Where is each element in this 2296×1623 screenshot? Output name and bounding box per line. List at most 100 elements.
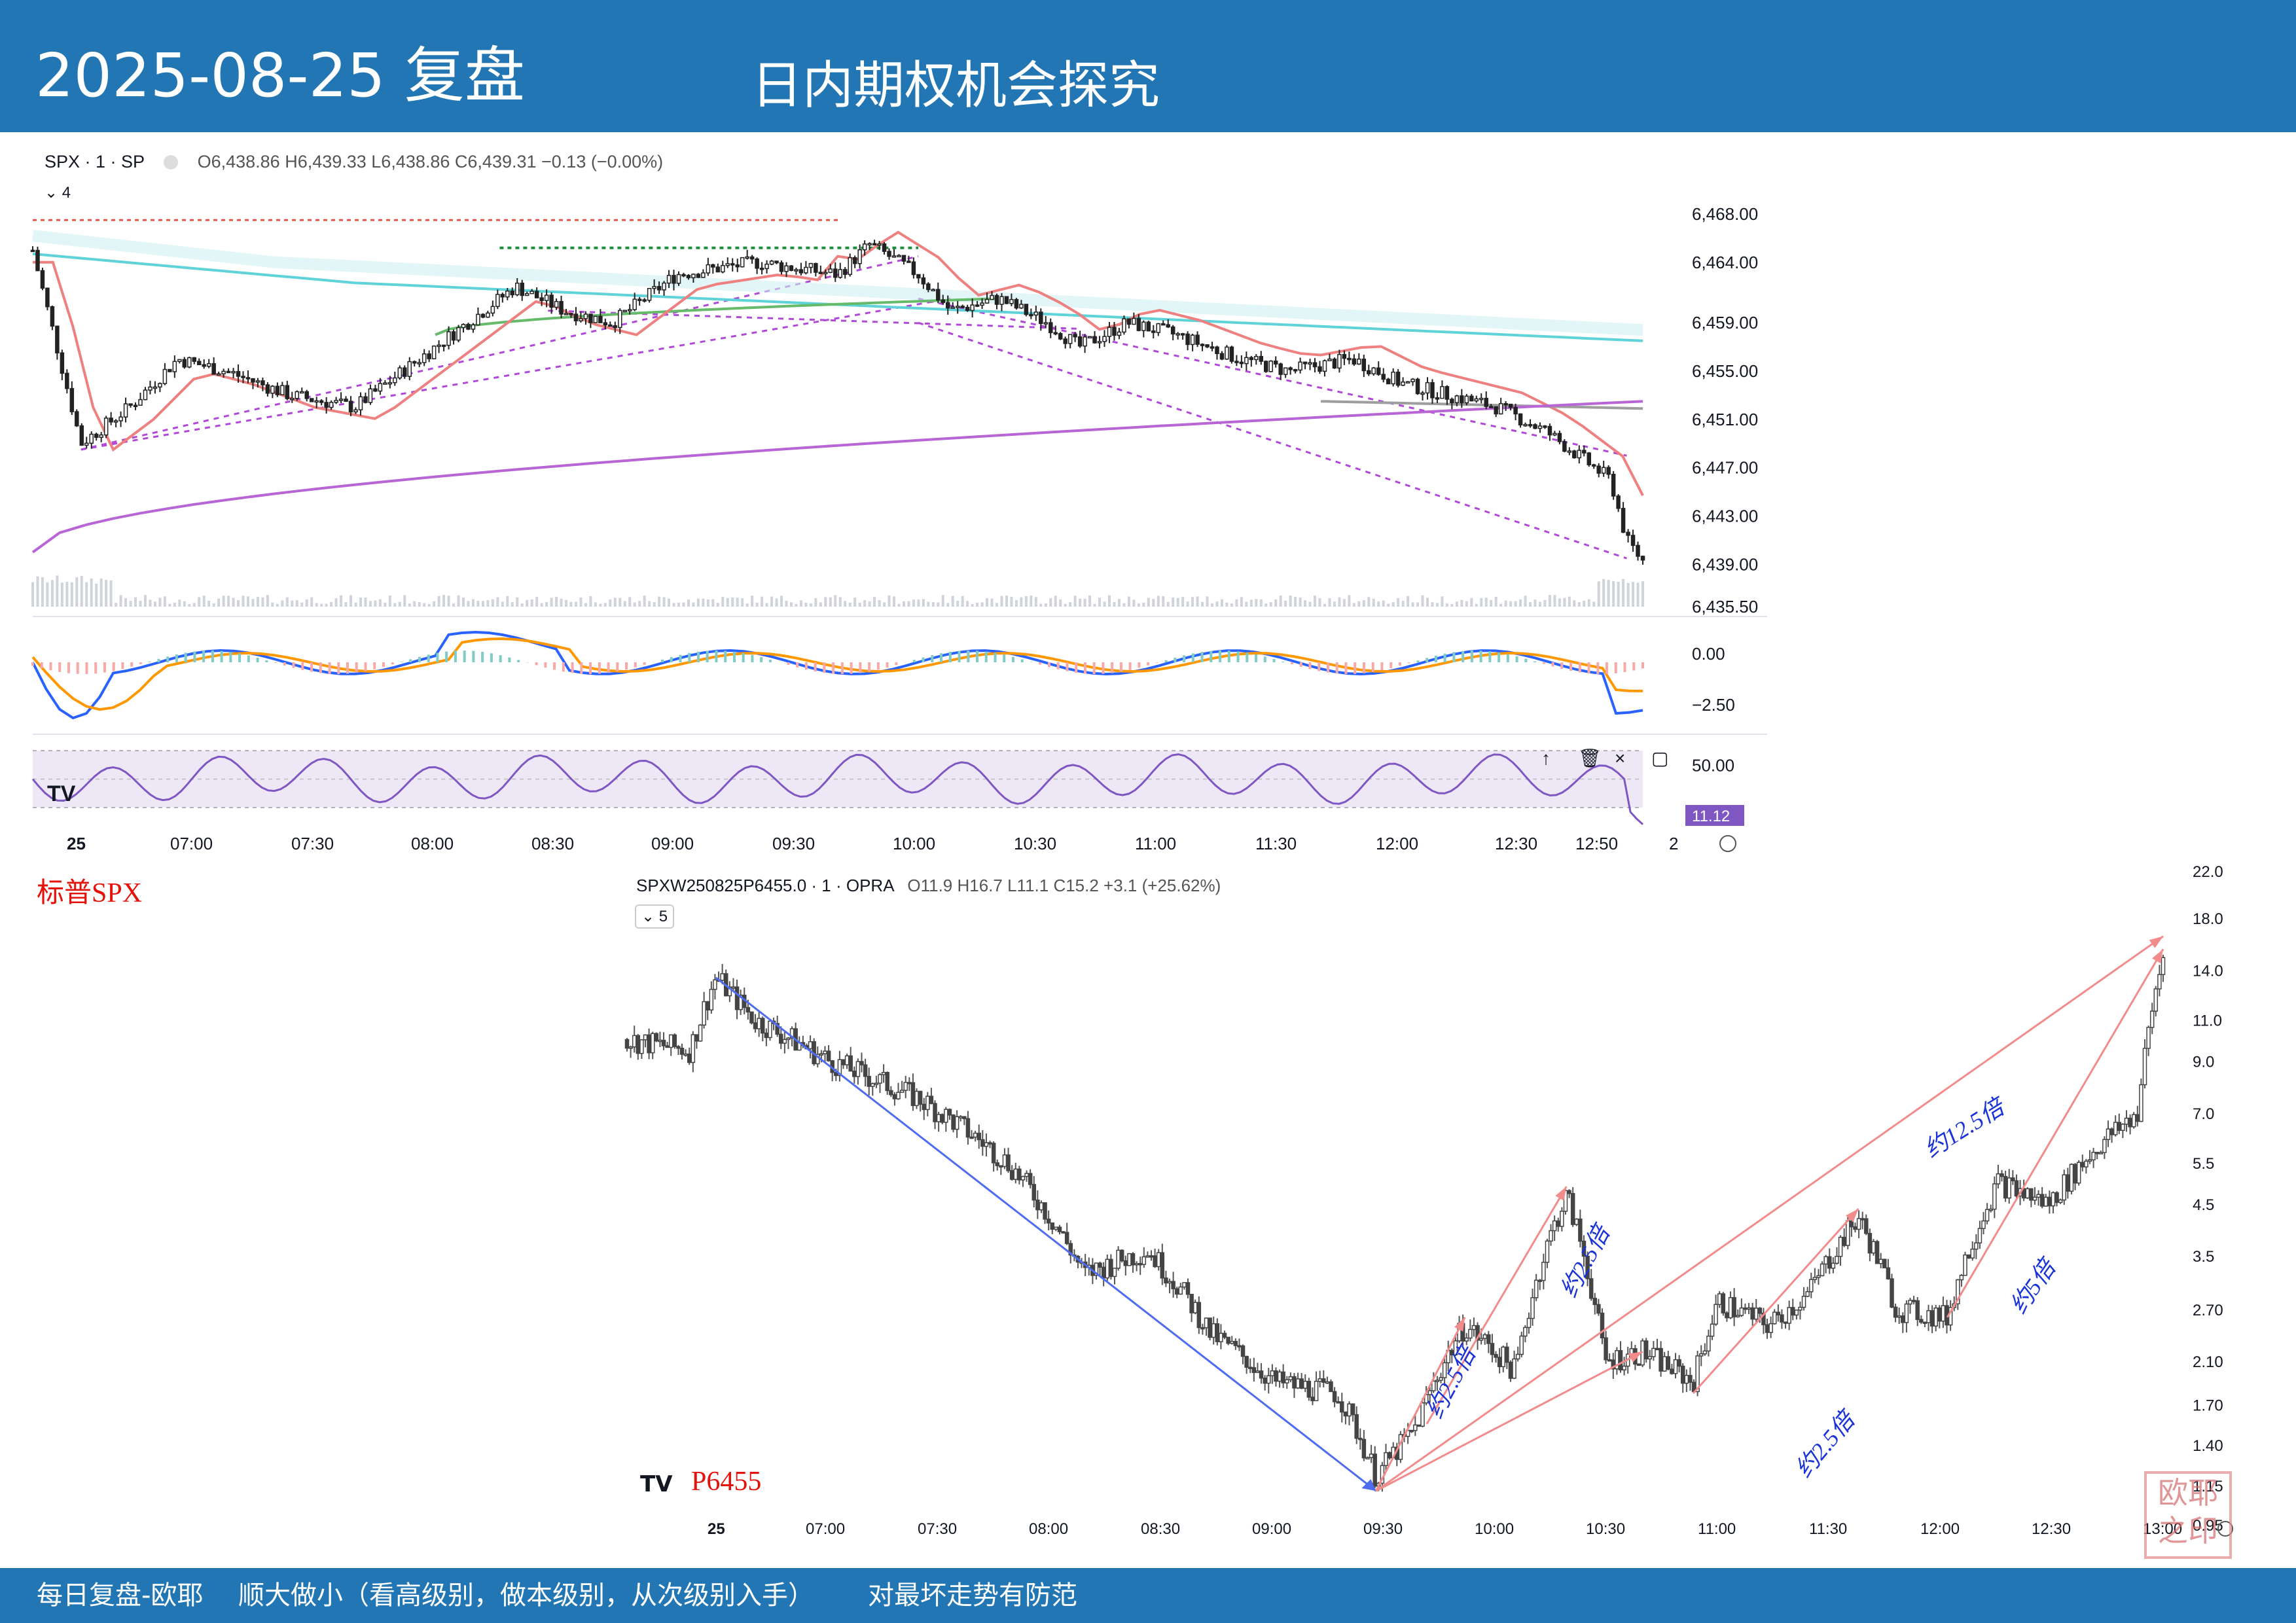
candle-body xyxy=(995,1162,999,1166)
candle-body xyxy=(1508,403,1513,408)
candle-body xyxy=(711,264,715,268)
settings-icon[interactable] xyxy=(1719,835,1736,852)
candle-body xyxy=(1146,321,1151,332)
candle-body xyxy=(1537,425,1543,429)
gain-arrow-head xyxy=(2149,936,2163,948)
volume-bar xyxy=(1122,603,1126,607)
macd-histogram-bar xyxy=(1380,662,1384,671)
x-tick-label: 10:30 xyxy=(1014,834,1056,853)
macd-histogram-bar xyxy=(139,662,142,664)
y-tick-label: 3.5 xyxy=(2193,1248,2214,1266)
volume-bar xyxy=(442,595,446,607)
macd-histogram-bar xyxy=(1246,652,1249,662)
candle-body xyxy=(2135,1114,2140,1122)
settings-icon[interactable] xyxy=(2217,1521,2233,1537)
volume-bar xyxy=(413,601,416,607)
candle-body xyxy=(731,986,736,989)
footer-note: 对最坏走势有防范 xyxy=(868,1580,1077,1611)
candle-body xyxy=(715,266,721,273)
volume-bar xyxy=(281,600,284,607)
top-eye-icon[interactable] xyxy=(164,155,179,169)
macd-histogram-bar xyxy=(1560,662,1564,669)
volume-bar xyxy=(1445,603,1448,607)
candle-body xyxy=(1293,369,1298,372)
bottom-symbol[interactable]: SPXW250825P6455.0 · 1 · OPRA xyxy=(636,876,894,895)
candle-body xyxy=(1107,327,1112,337)
candle-body xyxy=(852,257,857,264)
y-tick-label: 4.5 xyxy=(2193,1196,2214,1214)
candle-body xyxy=(757,1018,761,1029)
candle-body xyxy=(1464,395,1469,404)
volume-bar xyxy=(1431,602,1434,607)
candle-body xyxy=(1996,1173,2001,1185)
candle-body xyxy=(1904,1303,1909,1323)
candle-body xyxy=(1698,1353,1704,1357)
square-icon[interactable]: ▢ xyxy=(1651,748,1668,768)
candle-body xyxy=(422,353,427,363)
volume-bar xyxy=(1079,598,1082,607)
candle-body xyxy=(1874,1241,1880,1264)
candle-body xyxy=(706,264,711,274)
candle-body xyxy=(1717,1293,1722,1306)
candle-body xyxy=(1134,1262,1139,1266)
candle-body xyxy=(1415,378,1420,395)
volume-bar xyxy=(437,596,440,607)
candle-body xyxy=(960,306,965,308)
x-tick-label: 11:30 xyxy=(1809,1520,1847,1538)
candle-body xyxy=(749,1011,754,1024)
macd-histogram-bar xyxy=(445,651,448,662)
candle-body xyxy=(1596,1304,1601,1314)
candle-body xyxy=(779,1033,783,1044)
volume-bar xyxy=(1093,603,1096,607)
candle-body xyxy=(275,385,280,395)
macd-histogram-bar xyxy=(346,662,350,674)
candle-body xyxy=(1288,367,1293,370)
candle-body xyxy=(138,399,143,406)
trash-icon[interactable]: 🗑 xyxy=(1578,748,1602,768)
candle-body xyxy=(628,1046,633,1049)
volume-bar xyxy=(829,597,832,607)
candle-body xyxy=(1352,358,1357,365)
arrow-up-icon[interactable]: ↑ xyxy=(1541,748,1551,768)
candle-body xyxy=(2146,1027,2151,1049)
candle-body xyxy=(867,1076,871,1087)
candle-body xyxy=(896,1092,901,1099)
macd-histogram-bar xyxy=(948,651,952,662)
candle-body xyxy=(994,294,999,305)
candle-body xyxy=(1332,1391,1337,1402)
volume-bar xyxy=(1249,599,1253,607)
close-icon[interactable]: × xyxy=(1615,748,1625,768)
candle-body xyxy=(1621,508,1626,533)
x-tick-label: 07:30 xyxy=(918,1520,957,1538)
candle-body xyxy=(863,1064,868,1077)
bottom-interval-badge[interactable]: ⌄ 5 xyxy=(635,904,675,929)
candle-body xyxy=(1486,1334,1491,1344)
candle-body xyxy=(260,380,265,385)
candle-body xyxy=(412,361,417,364)
volume-bar xyxy=(819,602,822,607)
top-symbol[interactable]: SPX · 1 · SP xyxy=(45,152,145,171)
volume-bar xyxy=(1583,600,1586,607)
candle-body xyxy=(1264,361,1268,372)
volume-bar xyxy=(1073,596,1077,607)
x-tick-label: 2 xyxy=(1669,834,1678,853)
candle-body xyxy=(852,1070,857,1077)
chevron-down-icon: ⌄ xyxy=(641,908,655,925)
volume-bar xyxy=(31,582,34,607)
top-interval-badge[interactable]: ⌄ 4 xyxy=(45,184,71,202)
volume-bar xyxy=(1504,600,1507,607)
candle-body xyxy=(109,418,113,423)
macd-histogram-bar xyxy=(481,652,484,662)
rsi-value-label: 11.12 xyxy=(1692,808,1730,825)
gain-arrow-line xyxy=(1946,948,2164,1318)
volume-bar xyxy=(1039,603,1043,607)
volume-bar xyxy=(1211,603,1214,607)
candle-body xyxy=(977,1132,981,1141)
macd-histogram-bar xyxy=(247,655,250,662)
candle-body xyxy=(823,272,828,275)
macd-histogram-bar xyxy=(688,652,691,662)
volume-bar xyxy=(163,596,166,607)
candle-body xyxy=(1801,1296,1806,1308)
volume-bar xyxy=(1279,595,1282,607)
volume-bar xyxy=(85,582,88,607)
